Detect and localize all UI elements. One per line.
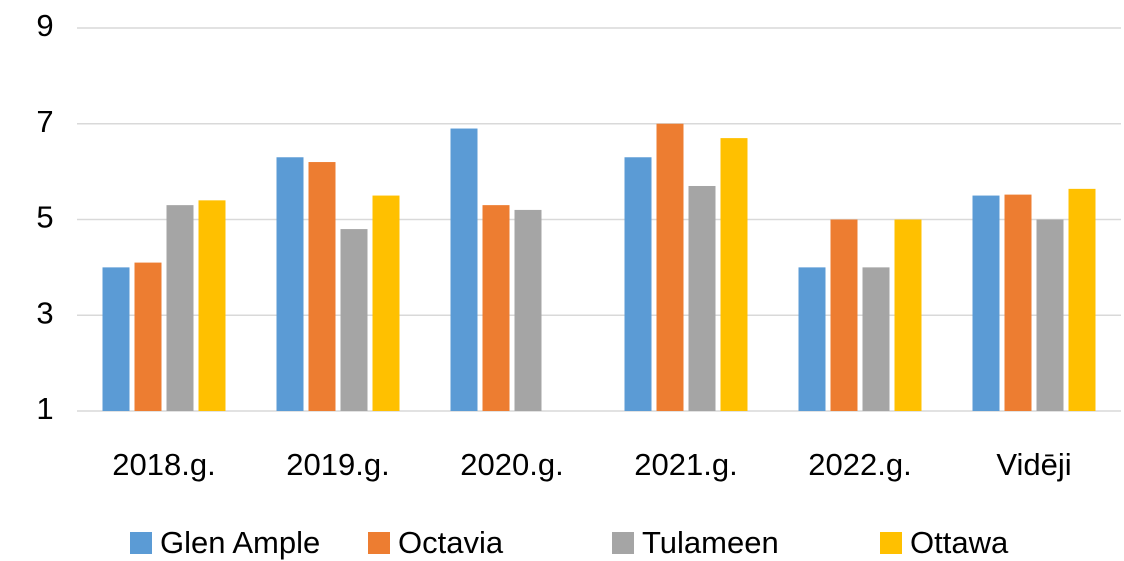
bar (134, 262, 162, 411)
bar (972, 195, 1000, 411)
bar (102, 267, 130, 411)
legend-swatch (368, 532, 390, 554)
bar (372, 195, 400, 411)
y-tick-label: 3 (36, 295, 53, 330)
y-tick-label: 1 (36, 391, 53, 426)
bar (308, 162, 336, 411)
y-tick-label: 5 (36, 200, 53, 235)
bar (1068, 188, 1096, 411)
bar (894, 219, 922, 411)
bar (166, 205, 194, 411)
legend-label: Octavia (398, 525, 504, 560)
x-tick-label: 2022.g. (808, 447, 911, 482)
bar (482, 205, 510, 411)
bar (688, 185, 716, 411)
bar (514, 209, 542, 411)
x-tick-label: 2019.g. (286, 447, 389, 482)
legend-label: Tulameen (642, 525, 779, 560)
bar (1004, 194, 1032, 411)
bar (720, 138, 748, 412)
bar (798, 267, 826, 411)
bar (624, 157, 652, 411)
x-tick-label: 2020.g. (460, 447, 563, 482)
y-tick-label: 9 (36, 8, 53, 43)
bar (276, 157, 304, 411)
bar (830, 219, 858, 411)
bar (340, 229, 368, 411)
x-tick-label: 2018.g. (112, 447, 215, 482)
legend-label: Ottawa (910, 525, 1009, 560)
y-tick-label: 7 (36, 104, 53, 139)
x-tick-label: 2021.g. (634, 447, 737, 482)
bar (198, 200, 226, 411)
x-tick-label: Vidēji (996, 447, 1071, 482)
legend-swatch (130, 532, 152, 554)
bar (450, 128, 478, 411)
bar (656, 123, 684, 411)
bar (862, 267, 890, 411)
legend-label: Glen Ample (160, 525, 320, 560)
legend-swatch (880, 532, 902, 554)
legend-swatch (612, 532, 634, 554)
bar (1036, 219, 1064, 411)
